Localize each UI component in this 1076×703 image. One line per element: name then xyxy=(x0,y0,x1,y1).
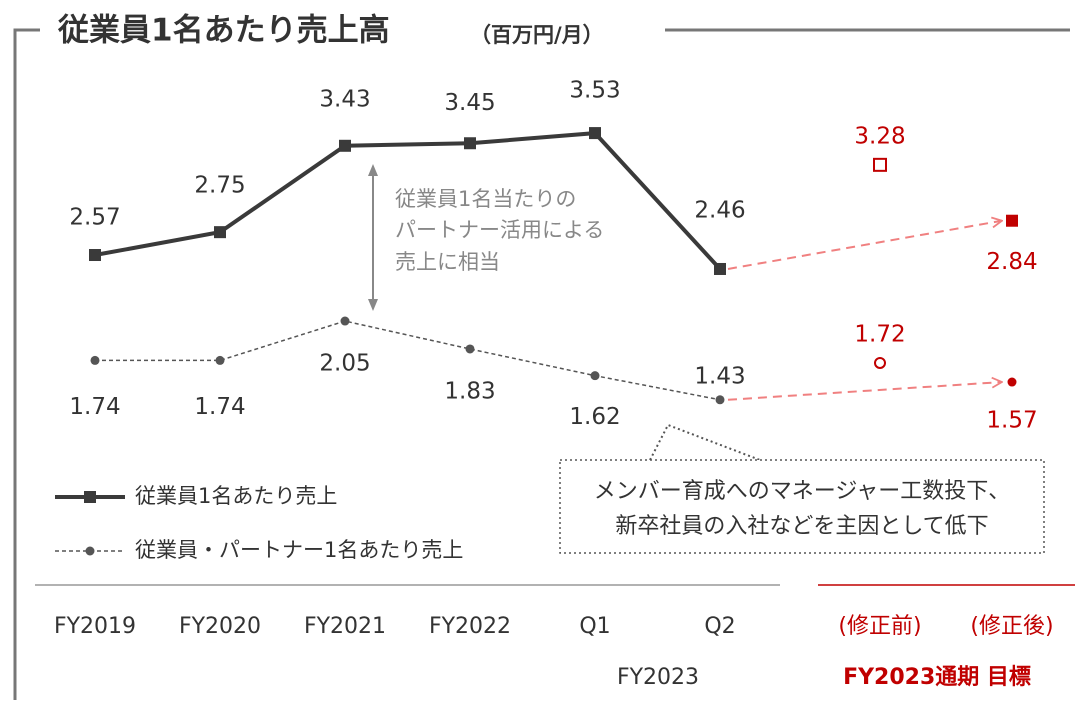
data-label: 2.84 xyxy=(986,249,1037,275)
legend-marker xyxy=(84,491,96,503)
marker xyxy=(873,157,887,172)
series-line xyxy=(95,320,721,401)
legend-marker xyxy=(85,546,95,556)
marker xyxy=(465,344,475,354)
marker xyxy=(715,395,725,405)
group-label: FY2023通期 目標 xyxy=(843,665,1031,690)
marker xyxy=(214,226,226,239)
callout-text: 新卒社員の入社などを主因として低下 xyxy=(615,514,988,539)
chart-title: 従業員1名あたり売上高 xyxy=(57,13,390,49)
x-tick-label: (修正後) xyxy=(970,614,1053,639)
data-label: 1.57 xyxy=(986,408,1037,434)
x-tick-label: FY2021 xyxy=(304,614,386,639)
gap-annotation: 売上に相当 xyxy=(395,250,500,274)
data-label: 2.46 xyxy=(694,197,745,223)
legend-label: 従業員1名あたり売上 xyxy=(135,484,337,508)
marker xyxy=(89,249,101,262)
target-arrow xyxy=(727,221,1002,270)
data-label: 1.83 xyxy=(444,378,495,404)
marker xyxy=(90,355,100,365)
chart-subtitle: （百万円/月） xyxy=(470,23,604,47)
marker xyxy=(1006,214,1018,227)
group-label: FY2023 xyxy=(617,665,699,690)
data-label: 2.57 xyxy=(69,205,120,231)
x-tick-label: FY2020 xyxy=(179,614,261,639)
marker xyxy=(339,139,351,152)
x-tick-label: Q1 xyxy=(579,614,610,639)
series-line xyxy=(94,131,722,271)
gap-annotation: 従業員1名当たりの xyxy=(395,187,576,211)
data-label: 1.62 xyxy=(569,404,620,430)
frame xyxy=(13,28,1070,700)
marker xyxy=(589,127,601,140)
data-label: 1.72 xyxy=(854,321,905,347)
marker xyxy=(1007,377,1017,387)
callout-pointer xyxy=(649,423,761,461)
marker xyxy=(874,356,886,369)
x-tick-label: FY2022 xyxy=(429,614,511,639)
marker xyxy=(340,316,350,326)
data-label: 2.05 xyxy=(319,351,370,377)
legend-label: 従業員・パートナー1名あたり売上 xyxy=(135,538,463,562)
callout-box xyxy=(559,459,1045,554)
data-label: 3.28 xyxy=(854,123,905,149)
marker xyxy=(215,355,225,365)
x-tick-label: Q2 xyxy=(704,614,735,639)
x-tick-label: FY2019 xyxy=(54,614,136,639)
marker xyxy=(714,262,726,275)
target-arrow xyxy=(727,382,1002,401)
x-tick-label: (修正前) xyxy=(838,614,921,639)
data-label: 3.53 xyxy=(569,78,620,104)
marker xyxy=(590,371,600,381)
data-label: 3.45 xyxy=(444,90,495,116)
data-label: 1.74 xyxy=(69,394,120,420)
marker xyxy=(464,137,476,150)
gap-annotation: パートナー活用による xyxy=(395,218,604,242)
data-label: 1.74 xyxy=(194,394,245,420)
data-label: 2.75 xyxy=(194,173,245,199)
data-label: 1.43 xyxy=(694,363,745,389)
callout-text: メンバー育成へのマネージャー工数投下、 xyxy=(594,479,1010,504)
data-label: 3.43 xyxy=(319,86,370,112)
